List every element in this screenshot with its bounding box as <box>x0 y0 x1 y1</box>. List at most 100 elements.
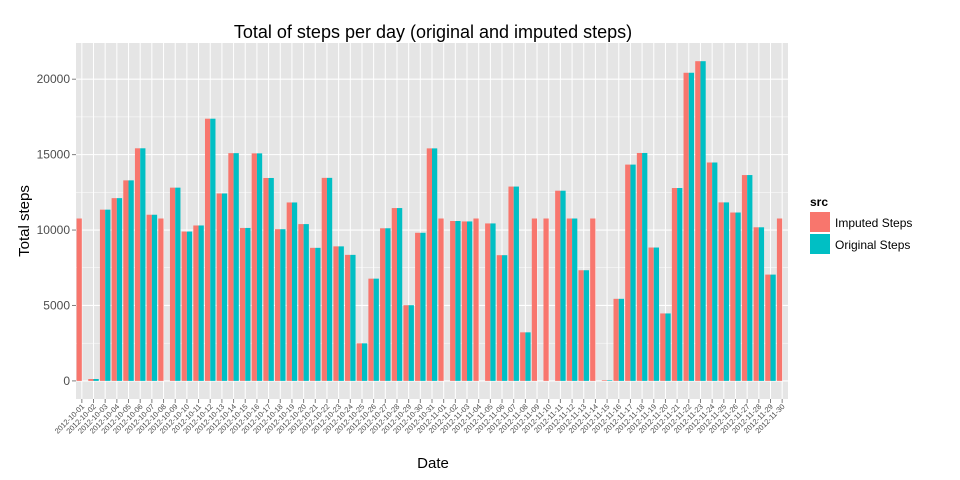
bar-original <box>642 152 648 381</box>
legend-title: src <box>810 195 828 209</box>
bar-original <box>432 148 438 381</box>
bar-imputed <box>660 313 666 381</box>
bar-original <box>735 212 741 381</box>
bar-imputed <box>146 214 152 381</box>
bar-imputed <box>508 186 514 381</box>
bar-original <box>140 148 146 381</box>
bar-original <box>688 72 695 381</box>
bar-imputed <box>345 254 351 381</box>
bar-original <box>210 118 216 381</box>
bar-original <box>373 278 379 381</box>
y-axis-title: Total steps <box>16 185 33 257</box>
bar-imputed <box>613 298 619 381</box>
bar-imputed <box>426 148 432 381</box>
legend-label-original: Original Steps <box>835 238 910 252</box>
bar-original <box>525 332 531 381</box>
bar-imputed <box>216 193 222 381</box>
bar-imputed <box>380 228 386 381</box>
bar-original <box>233 153 239 381</box>
bar-imputed <box>298 224 304 381</box>
bar-imputed <box>601 380 608 381</box>
y-tick-label: 0 <box>63 374 70 388</box>
y-tick-label: 20000 <box>37 72 71 86</box>
bar-original <box>490 223 496 381</box>
legend-label-imputed: Imputed Steps <box>835 216 912 230</box>
bar-imputed <box>753 227 759 381</box>
bar-imputed <box>531 218 538 381</box>
bar-imputed <box>648 247 654 381</box>
bar-imputed <box>485 223 491 381</box>
bar-imputed <box>741 175 748 381</box>
bar-original <box>513 186 519 381</box>
bar-original <box>105 209 111 381</box>
bar-imputed <box>286 202 292 381</box>
bar-imputed <box>578 270 584 381</box>
bar-original <box>93 379 99 381</box>
bar-original <box>338 246 344 381</box>
bar-imputed <box>263 177 269 381</box>
bar-original <box>560 190 566 381</box>
bar-original <box>455 221 461 381</box>
bar-imputed <box>403 305 409 381</box>
bar-imputed <box>134 148 141 381</box>
bar-imputed <box>99 209 106 381</box>
chart-title: Total of steps per day (original and imp… <box>234 22 632 42</box>
bar-original <box>315 247 321 381</box>
bar-imputed <box>356 343 362 381</box>
bar-imputed <box>123 180 129 381</box>
bar-imputed <box>590 218 596 381</box>
bar-imputed <box>718 202 724 381</box>
bar-imputed <box>111 198 117 381</box>
bar-imputed <box>683 72 689 381</box>
bar-original <box>396 208 403 381</box>
bar-original <box>303 224 309 381</box>
legend-key-imputed <box>810 212 830 232</box>
y-tick-label: 15000 <box>37 148 71 162</box>
bar-original <box>572 218 578 381</box>
bar-imputed <box>473 218 479 381</box>
bar-imputed <box>391 208 397 381</box>
bar-imputed <box>321 177 327 381</box>
bar-imputed <box>555 190 561 381</box>
bar-original <box>408 305 414 381</box>
bar-imputed <box>461 221 468 381</box>
bar-imputed <box>158 218 164 381</box>
bar-original <box>175 187 181 381</box>
bar-imputed <box>566 218 573 381</box>
bar-imputed <box>415 232 421 381</box>
bar-original <box>198 225 204 381</box>
x-axis-title: Date <box>417 455 449 472</box>
bar-original <box>350 254 356 381</box>
bar-original <box>256 153 263 381</box>
bar-original <box>607 380 613 381</box>
y-axis: 0 5000 10000 15000 20000 <box>37 72 76 388</box>
bar-original <box>280 229 286 381</box>
bars <box>76 61 783 381</box>
bar-original <box>677 188 683 381</box>
bar-original <box>758 227 765 381</box>
bar-imputed <box>193 225 199 381</box>
bar-imputed <box>496 255 503 381</box>
bar-imputed <box>520 332 526 381</box>
bar-original <box>618 298 624 381</box>
bar-imputed <box>228 153 234 381</box>
bar-imputed <box>765 274 771 381</box>
bar-imputed <box>204 118 211 381</box>
bar-original <box>653 247 660 381</box>
y-tick-label: 10000 <box>37 223 71 237</box>
bar-imputed <box>671 188 678 381</box>
bar-imputed <box>730 212 736 381</box>
bar-original <box>116 198 123 381</box>
bar-original <box>326 177 333 381</box>
bar-original <box>630 164 636 381</box>
bar-original <box>502 255 508 381</box>
bar-imputed <box>368 278 374 381</box>
bar-original <box>723 202 730 381</box>
bar-original <box>268 177 274 381</box>
bar-imputed <box>88 379 94 381</box>
bar-imputed <box>76 218 82 381</box>
bar-imputed <box>169 187 176 381</box>
bar-original <box>665 313 671 381</box>
bar-original <box>583 270 589 381</box>
